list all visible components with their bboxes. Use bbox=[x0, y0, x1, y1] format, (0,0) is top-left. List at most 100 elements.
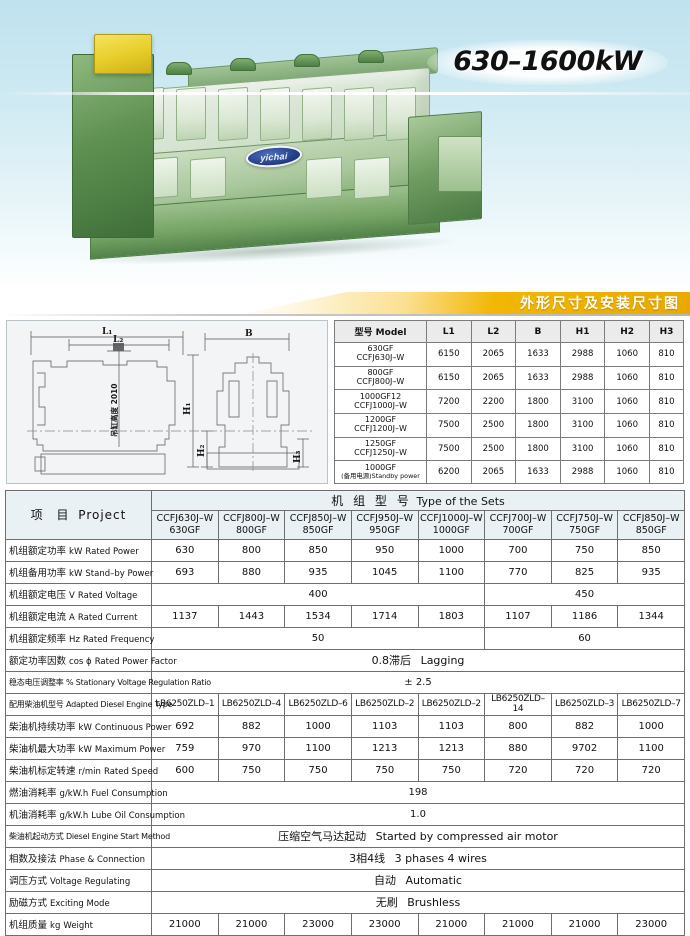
cell: 1100 bbox=[417, 560, 486, 584]
cell: 23000 bbox=[617, 912, 685, 936]
dim-h1: 2988 bbox=[559, 342, 606, 367]
cell: 720 bbox=[550, 758, 619, 782]
cell: 21000 bbox=[484, 912, 552, 936]
row-label-phase-connection: 相数及接法 Phase & Connection bbox=[5, 846, 152, 870]
cell: LB6250ZLD–6 bbox=[284, 692, 352, 716]
cell: 1534 bbox=[284, 604, 352, 628]
dim-label-h3: H₃ bbox=[293, 450, 303, 463]
dim-label-l1: L₁ bbox=[102, 327, 112, 337]
cell-frequency-50hz: 50 bbox=[150, 626, 486, 650]
cell-fuel-consumption: 198 bbox=[151, 780, 685, 804]
dim-l1: 6150 bbox=[426, 342, 472, 367]
table-row: 机油消耗率 g/kW.h Lube Oil Consumption 1.0 bbox=[5, 802, 685, 826]
dim-h1: 3100 bbox=[559, 389, 606, 414]
engine-photo: yichai bbox=[38, 18, 508, 276]
cell: 770 bbox=[484, 560, 552, 584]
set-column-3: CCFJ950J–W 950GF bbox=[350, 510, 419, 540]
table-row: 1000GF12 CCFJ1000J–W 7200 2200 1800 3100… bbox=[334, 389, 685, 414]
dim-b: 1800 bbox=[515, 389, 561, 414]
specification-section: 项 目 Project 机 组 型 号 Type of the Sets CCF… bbox=[0, 484, 690, 936]
cell: 21000 bbox=[417, 912, 486, 936]
engine-lifting-lug bbox=[358, 50, 384, 63]
cell: 21000 bbox=[217, 912, 286, 936]
cell: 970 bbox=[217, 736, 286, 760]
cell: 1000 bbox=[617, 714, 685, 738]
dim-model-cell: 630GF CCFJ630J–W bbox=[334, 342, 427, 367]
cell: 1100 bbox=[617, 736, 685, 760]
cell-start-method: 压缩空气马达起动 Started by compressed air motor bbox=[151, 824, 685, 848]
table-row: 柴油机起动方式 Diesel Engine Start Method 压缩空气马… bbox=[5, 824, 685, 848]
cell-voltage-regulation: ± 2.5 bbox=[151, 670, 685, 694]
dim-b: 1800 bbox=[515, 412, 561, 438]
cell: 850 bbox=[284, 538, 352, 562]
row-label-rated-current: 机组额定电流 A Rated Current bbox=[5, 604, 152, 628]
cell: 720 bbox=[617, 758, 685, 782]
cell: 693 bbox=[151, 560, 219, 584]
dim-h1: 2988 bbox=[559, 460, 606, 484]
dim-label-h1: H₁ bbox=[183, 402, 193, 415]
cell: 21000 bbox=[151, 912, 219, 936]
dim-h2: 1060 bbox=[604, 460, 650, 484]
engine-flywheel-cover bbox=[438, 136, 482, 192]
cell: 23000 bbox=[284, 912, 352, 936]
dim-model-cell: 1000GF (备用电源)Standby power bbox=[334, 460, 427, 484]
section-header-label: 外形尺寸及安装尺寸图 bbox=[520, 296, 680, 312]
table-row: 630GF CCFJ630J–W 6150 2065 1633 2988 106… bbox=[334, 342, 685, 367]
cell: 750 bbox=[550, 538, 619, 562]
cell: 9702 bbox=[550, 736, 619, 760]
dim-h3: 810 bbox=[648, 365, 685, 391]
cell-exciting-mode: 无刷 Brushless bbox=[151, 890, 685, 914]
cell: 1344 bbox=[617, 604, 685, 628]
table-row: 1000GF (备用电源)Standby power 6200 2065 163… bbox=[334, 460, 685, 484]
dim-l1: 6200 bbox=[426, 460, 472, 484]
cell: 1714 bbox=[350, 604, 419, 628]
dim-h2: 1060 bbox=[604, 365, 650, 391]
dim-model-cell: 1000GF12 CCFJ1000J–W bbox=[334, 389, 427, 414]
spec-header-title-row: 项 目 Project 机 组 型 号 Type of the Sets bbox=[5, 490, 685, 540]
sets-header-cell: 机 组 型 号 Type of the Sets bbox=[151, 490, 685, 511]
dim-col-h1: H1 bbox=[559, 320, 606, 343]
row-label-continuous-power: 柴油机持续功率 kW Continuous Power bbox=[5, 714, 171, 738]
row-label-rated-voltage: 机组额定电压 V Rated Voltage bbox=[5, 582, 152, 606]
row-label-standby-power: 机组备用功率 kW Stand–by Power bbox=[5, 560, 153, 584]
cell-lube-consumption: 1.0 bbox=[151, 802, 685, 826]
cell: 759 bbox=[151, 736, 219, 760]
cell: LB6250ZLD–14 bbox=[484, 692, 552, 716]
cell: 880 bbox=[217, 560, 286, 584]
dim-b: 1633 bbox=[515, 460, 561, 484]
project-header-cell: 项 目 Project bbox=[5, 490, 152, 540]
cell: 850 bbox=[617, 538, 685, 562]
set-column-6: CCFJ750J–W 750GF bbox=[550, 510, 619, 540]
cell-voltage-regulating: 自动 Automatic bbox=[151, 868, 685, 892]
specification-table: 项 目 Project 机 组 型 号 Type of the Sets CCF… bbox=[5, 490, 685, 936]
cell-voltage-60hz: 450 bbox=[484, 582, 685, 606]
table-row: 机组质量 kg Weight 21000 21000 23000 23000 2… bbox=[5, 912, 685, 936]
cell: 1186 bbox=[550, 604, 619, 628]
engine-access-panel bbox=[354, 156, 390, 200]
cell: 1103 bbox=[350, 714, 419, 738]
cell: 600 bbox=[151, 758, 219, 782]
set-column-1: CCFJ800J–W 800GF bbox=[217, 510, 286, 540]
row-label-rated-frequency: 机组额定频率 Hz Rated Frequency bbox=[5, 626, 154, 650]
dim-b: 1633 bbox=[515, 342, 561, 367]
cell: 1213 bbox=[417, 736, 486, 760]
lift-height-label: 吊缸高度 2010 bbox=[109, 384, 119, 438]
hero-banner: yichai 630–1600kW bbox=[0, 0, 690, 292]
dim-model-cell: 1200GF CCFJ1200J–W bbox=[334, 412, 427, 438]
cell: 880 bbox=[484, 736, 552, 760]
table-row: 燃油消耗率 g/kW.h Fuel Consumption 198 bbox=[5, 780, 685, 804]
dimension-table: 型号 Model L1 L2 B H1 H2 H3 630GF CCFJ630J… bbox=[334, 320, 685, 484]
dim-h3: 810 bbox=[648, 412, 685, 438]
dim-l2: 2200 bbox=[470, 389, 517, 414]
row-label-fuel-consumption: 燃油消耗率 g/kW.h Fuel Consumption bbox=[5, 780, 168, 804]
table-row: 机组额定频率 Hz Rated Frequency 50 60 bbox=[5, 626, 685, 650]
row-label-lube-consumption: 机油消耗率 g/kW.h Lube Oil Consumption bbox=[5, 802, 185, 826]
dim-b: 1800 bbox=[515, 436, 561, 462]
dim-l1: 7500 bbox=[426, 436, 472, 462]
dim-h3: 810 bbox=[648, 342, 685, 367]
row-label-weight: 机组质量 kg Weight bbox=[5, 912, 152, 936]
hero-highlight-rule bbox=[0, 92, 690, 95]
dim-l2: 2065 bbox=[470, 460, 517, 484]
cell: 800 bbox=[484, 714, 552, 738]
cell: 1443 bbox=[217, 604, 286, 628]
